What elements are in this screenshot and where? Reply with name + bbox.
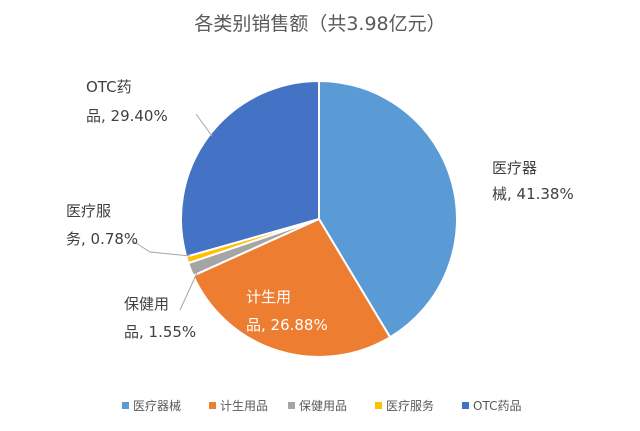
data-label-1-line1: 医疗器 xyxy=(492,159,537,177)
legend-label-4: 医疗服务 xyxy=(386,398,434,413)
pie-slices xyxy=(180,79,458,358)
legend: 医疗器械 计生用品 保健用品 医疗服务 OTC药品 xyxy=(122,398,521,413)
legend-label-3: 保健用品 xyxy=(299,399,347,413)
legend-swatch-1 xyxy=(122,402,129,409)
data-label-5-line1: OTC药 xyxy=(86,78,132,96)
data-label-2-line2: 品, 26.88% xyxy=(246,316,328,334)
legend-label-5: OTC药品 xyxy=(473,399,521,413)
leader-line-4 xyxy=(132,240,191,257)
data-label-3-line1: 保健用 xyxy=(124,295,169,313)
legend-swatch-4 xyxy=(375,402,382,409)
data-label-4-line1: 医疗服 xyxy=(66,202,111,220)
chart-title: 各类别销售额（共3.98亿元） xyxy=(194,13,445,35)
legend-swatch-5 xyxy=(462,402,469,409)
leader-line-5 xyxy=(195,113,213,137)
legend-swatch-2 xyxy=(209,402,216,409)
data-label-2-line1: 计生用 xyxy=(246,288,291,306)
leader-lines xyxy=(132,113,213,311)
data-label-3-line2: 品, 1.55% xyxy=(124,323,196,341)
data-label-1-line2: 械, 41.38% xyxy=(492,185,574,203)
data-labels: 医疗器械, 41.38% 计生用品, 26.88% 保健用品, 1.55% 医疗服务,… xyxy=(66,78,574,341)
legend-label-2: 计生用品 xyxy=(220,399,268,413)
pie-slice-1 xyxy=(318,79,458,339)
data-label-4-line2: 务, 0.78% xyxy=(66,230,138,248)
data-label-5-line2: 品, 29.40% xyxy=(86,107,168,125)
legend-label-1: 医疗器械 xyxy=(133,398,181,413)
leader-line-3 xyxy=(179,272,198,311)
legend-swatch-3 xyxy=(288,402,295,409)
pie-slice-5 xyxy=(180,79,320,258)
